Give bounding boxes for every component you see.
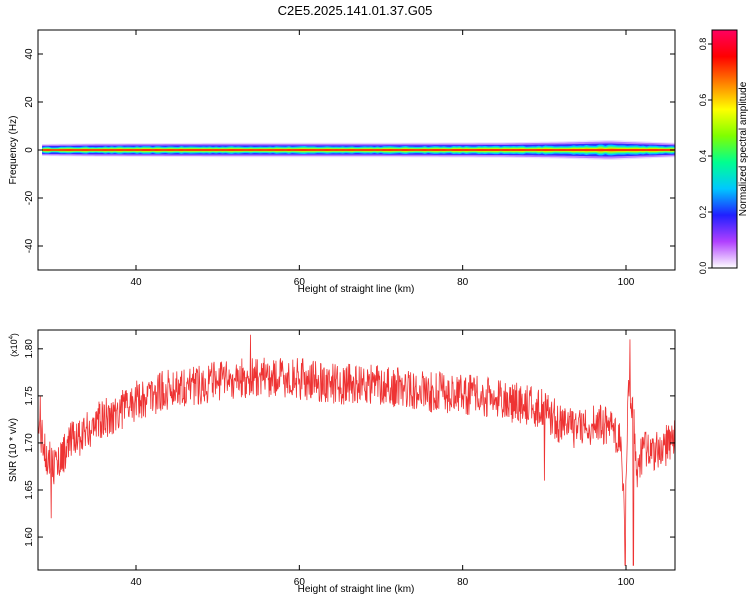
colorbar-tick-label: 0.6 xyxy=(698,94,708,107)
spectrogram-x-label: Height of straight line (km) xyxy=(298,284,415,295)
snr-x-tick-label: 80 xyxy=(457,577,469,588)
spectrogram-x-tick-label: 100 xyxy=(618,277,635,288)
snr-x-tick-label: 100 xyxy=(618,577,635,588)
snr-y-tick-label: 1.65 xyxy=(24,480,35,500)
spectrogram-y-tick-label: 20 xyxy=(24,96,35,108)
snr-y-multiplier-base: (x10 xyxy=(9,339,19,357)
spectrogram-x-tick-label: 80 xyxy=(457,277,469,288)
spectrogram-y-label: Frequency (Hz) xyxy=(8,116,19,185)
snr-y-tick-label: 1.75 xyxy=(24,386,35,406)
snr-y-ticks: 1.80 1.75 1.70 1.65 1.60 xyxy=(24,339,675,547)
snr-y-multiplier-close: ) xyxy=(9,333,19,336)
snr-y-multiplier-exponent: 4 xyxy=(9,335,15,339)
colorbar: 0.0 0.2 0.4 0.6 0.8 Normalized spectral ampl… xyxy=(698,29,749,275)
snr-y-tick-label: 1.70 xyxy=(24,433,35,453)
spectrogram-panel: 40 60 80 100 40 20 0 -20 -40 Height of straight… xyxy=(8,29,676,295)
spectrogram-y-tick-label: -40 xyxy=(24,238,35,253)
colorbar-tick-label: 0.8 xyxy=(698,38,708,51)
snr-panel: 40 60 80 100 1.80 1.75 1.70 1.65 1.60 Height of… xyxy=(8,329,676,595)
colorbar-tick-label: 0.4 xyxy=(698,150,708,163)
snr-x-tick-label: 40 xyxy=(130,577,142,588)
snr-y-label: SNR (10 * v/v) xyxy=(8,418,19,482)
snr-x-ticks: 40 60 80 100 xyxy=(130,330,635,588)
spectrogram-y-ticks: 40 20 0 -20 -40 xyxy=(24,48,675,253)
snr-x-label: Height of straight line (km) xyxy=(298,584,415,595)
colorbar-tick-label: 0.2 xyxy=(698,206,708,219)
snr-y-multiplier: (x104) xyxy=(9,333,19,357)
spectrogram-y-tick-label: -20 xyxy=(24,190,35,205)
colorbar-ticks: 0.0 0.2 0.4 0.6 0.8 xyxy=(698,38,712,275)
snr-y-tick-label: 1.80 xyxy=(24,339,35,359)
colorbar-label: Normalized spectral amplitude xyxy=(738,81,749,216)
figure-title: C2E5.2025.141.01.37.G05 xyxy=(278,3,433,18)
snr-frame xyxy=(37,329,676,571)
snr-y-tick-label: 1.60 xyxy=(24,527,35,547)
snr-x-tick-label: 60 xyxy=(294,577,306,588)
snr-series-line xyxy=(38,334,675,566)
spectral-band xyxy=(42,139,675,161)
spectrogram-y-tick-label: 40 xyxy=(24,48,35,60)
spectrogram-x-tick-label: 60 xyxy=(294,277,306,288)
spectrogram-y-tick-label: 0 xyxy=(24,147,35,153)
colorbar-gradient xyxy=(711,29,738,269)
colorbar-tick-label: 0.0 xyxy=(698,262,708,275)
spectrogram-x-tick-label: 40 xyxy=(130,277,142,288)
snr-background xyxy=(38,330,675,570)
spectrogram-x-ticks: 40 60 80 100 xyxy=(130,30,635,288)
